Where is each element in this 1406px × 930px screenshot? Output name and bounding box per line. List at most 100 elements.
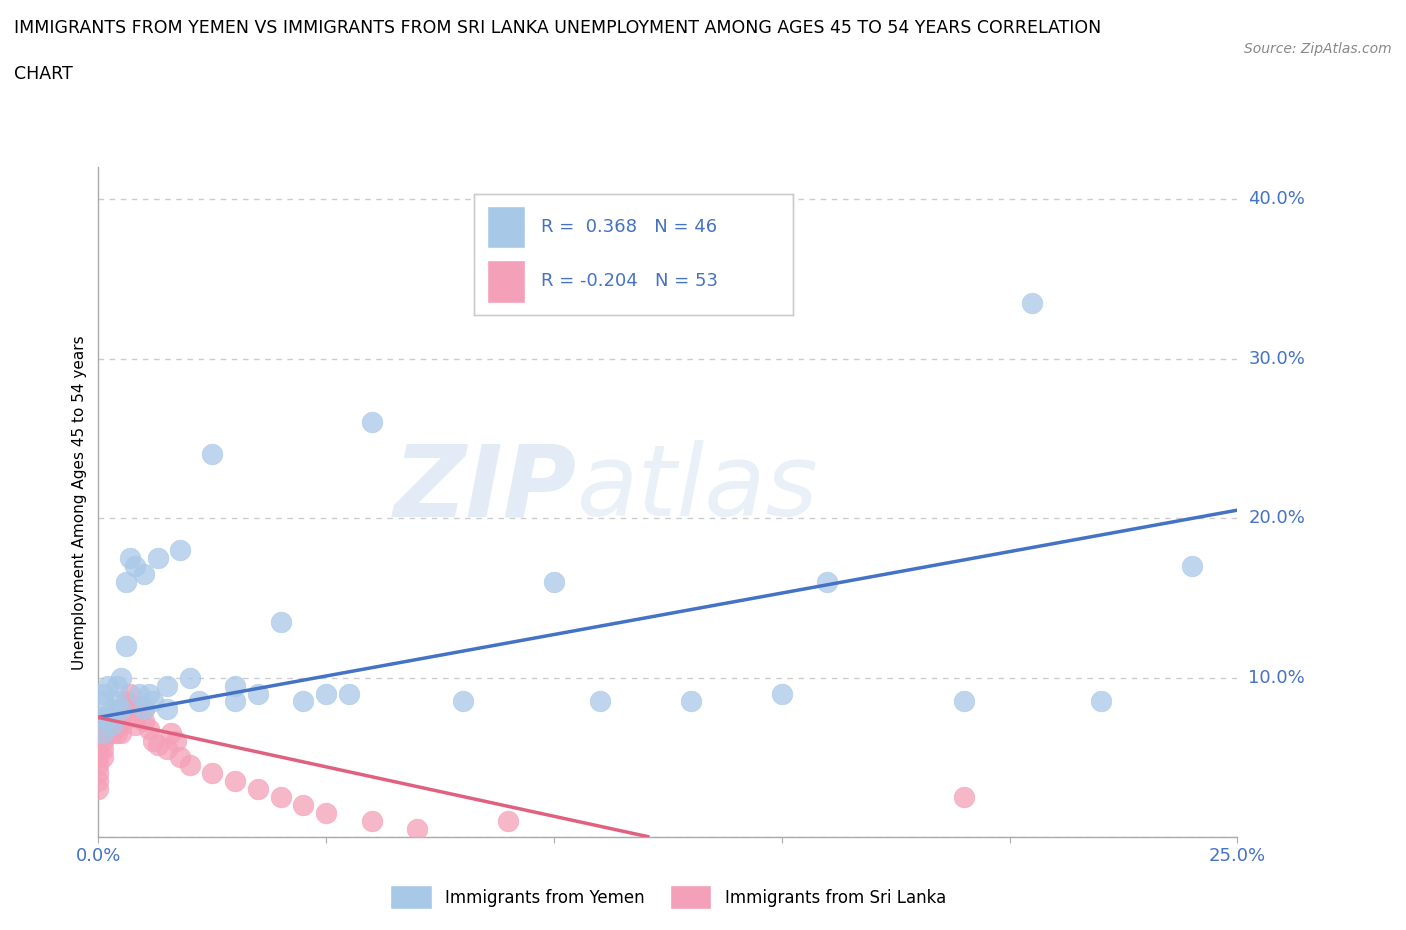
Point: [114, 702, 136, 717]
Point: [270, 790, 292, 804]
Point: [91, 694, 114, 709]
Point: [96, 726, 118, 741]
Point: [292, 798, 315, 813]
Point: [406, 821, 429, 836]
Point: [588, 694, 610, 709]
Point: [498, 814, 520, 829]
Point: [953, 790, 976, 804]
Point: [87, 734, 110, 749]
Legend: Immigrants from Yemen, Immigrants from Sri Lanka: Immigrants from Yemen, Immigrants from S…: [384, 879, 952, 916]
Point: [543, 575, 565, 590]
Point: [132, 702, 155, 717]
Point: [87, 782, 110, 797]
Text: ZIP: ZIP: [394, 440, 576, 538]
Point: [146, 737, 169, 752]
Point: [87, 710, 110, 724]
Point: [187, 694, 209, 709]
Point: [101, 726, 124, 741]
Point: [156, 678, 179, 693]
Point: [124, 718, 146, 733]
Point: [179, 671, 201, 685]
Point: [96, 710, 118, 724]
Point: [91, 718, 114, 733]
Point: [87, 750, 110, 764]
Point: [360, 415, 382, 430]
Point: [96, 718, 118, 733]
Point: [101, 715, 124, 730]
Point: [132, 713, 155, 728]
Point: [91, 726, 114, 741]
Point: [138, 686, 160, 701]
Point: [101, 702, 124, 717]
Point: [114, 575, 136, 590]
Point: [169, 750, 191, 764]
Point: [451, 694, 474, 709]
Point: [1021, 296, 1043, 311]
Point: [679, 694, 702, 709]
Text: 30.0%: 30.0%: [1249, 350, 1305, 367]
Point: [114, 694, 136, 709]
Point: [87, 765, 110, 780]
Point: [91, 742, 114, 757]
Point: [815, 575, 838, 590]
Point: [114, 638, 136, 653]
Point: [96, 710, 118, 724]
Point: [770, 686, 793, 701]
Point: [110, 726, 132, 741]
Y-axis label: Unemployment Among Ages 45 to 54 years: Unemployment Among Ages 45 to 54 years: [72, 335, 87, 670]
Point: [120, 686, 142, 701]
Point: [110, 710, 132, 724]
Text: 10.0%: 10.0%: [1249, 669, 1305, 686]
Point: [110, 702, 132, 717]
Point: [142, 734, 165, 749]
Point: [105, 694, 128, 709]
Point: [224, 774, 246, 789]
Point: [128, 698, 150, 713]
Point: [110, 671, 132, 685]
Point: [315, 805, 337, 820]
Text: 20.0%: 20.0%: [1249, 509, 1305, 527]
Point: [156, 702, 179, 717]
Point: [224, 678, 246, 693]
Point: [360, 814, 382, 829]
Point: [246, 686, 269, 701]
Point: [292, 694, 315, 709]
Point: [132, 566, 155, 581]
Point: [124, 559, 146, 574]
Point: [120, 698, 142, 712]
Point: [91, 734, 114, 749]
Point: [246, 782, 269, 797]
Text: CHART: CHART: [14, 65, 73, 83]
Point: [132, 702, 155, 717]
Point: [165, 734, 187, 749]
Point: [224, 694, 246, 709]
Point: [179, 758, 201, 773]
Text: IMMIGRANTS FROM YEMEN VS IMMIGRANTS FROM SRI LANKA UNEMPLOYMENT AMONG AGES 45 TO: IMMIGRANTS FROM YEMEN VS IMMIGRANTS FROM…: [14, 19, 1101, 36]
Point: [146, 551, 169, 565]
Point: [1090, 694, 1112, 709]
Point: [101, 718, 124, 733]
Point: [124, 710, 146, 724]
Point: [142, 694, 165, 709]
Point: [315, 686, 337, 701]
Point: [169, 542, 191, 557]
Point: [96, 678, 118, 693]
Point: [91, 750, 114, 764]
Text: 40.0%: 40.0%: [1249, 191, 1305, 208]
Point: [337, 686, 360, 701]
Point: [105, 678, 128, 693]
Text: atlas: atlas: [576, 440, 818, 538]
Point: [156, 742, 179, 757]
Point: [91, 686, 114, 701]
Point: [87, 718, 110, 733]
Text: Source: ZipAtlas.com: Source: ZipAtlas.com: [1244, 42, 1392, 56]
Point: [128, 686, 150, 701]
Point: [270, 615, 292, 630]
Point: [110, 718, 132, 733]
Point: [91, 710, 114, 724]
Point: [201, 765, 224, 780]
Point: [160, 726, 183, 741]
Point: [201, 447, 224, 462]
Point: [91, 726, 114, 741]
Point: [87, 726, 110, 741]
